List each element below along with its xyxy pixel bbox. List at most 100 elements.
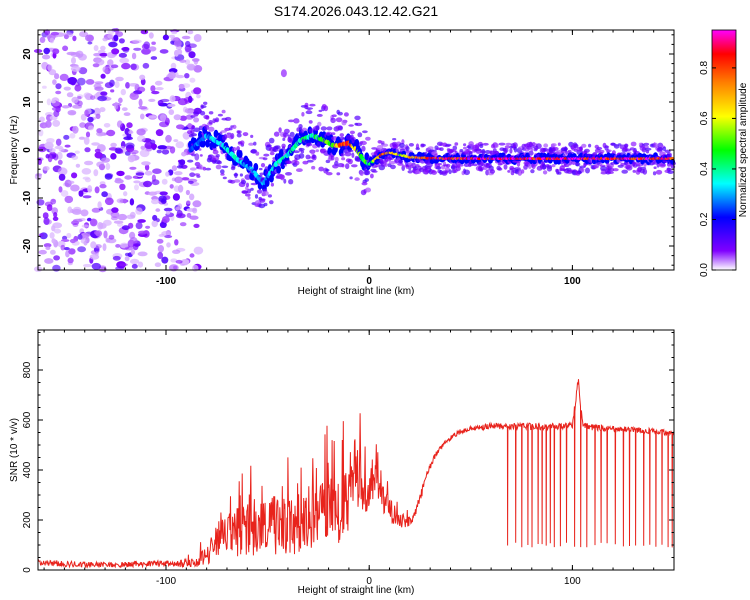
spectrogram-noise-cell: [133, 47, 142, 51]
spectrogram-noise-cell: [167, 103, 176, 107]
spectrogram-ridge-halo: [354, 157, 361, 162]
spectrogram-noise-cell: [135, 207, 143, 215]
spectrogram-noise-cell: [157, 245, 164, 253]
spectrogram-ridge-halo: [655, 169, 663, 175]
spectrogram-noise-cell: [116, 120, 123, 128]
spectrogram-noise-cell: [168, 34, 176, 39]
spectrogram-noise-cell: [179, 115, 187, 121]
spectrogram-ridge-halo: [503, 164, 508, 170]
spectrogram-ridge-halo: [199, 154, 203, 157]
spectrogram-noise-cell: [38, 129, 44, 137]
spectrogram-ridge-halo: [258, 167, 263, 171]
spectrogram-noise-cell: [157, 99, 164, 106]
spectrogram-ridge-halo: [248, 142, 255, 146]
spectrogram-noise-cell: [130, 63, 137, 70]
spectrogram-noise-cell: [137, 135, 146, 143]
spectrogram-ridge-halo: [610, 142, 616, 146]
spectrogram-noise-cell: [105, 162, 111, 171]
spectrogram-ridge-halo: [302, 160, 309, 165]
spectrogram-noise-cell: [76, 77, 86, 86]
spectrogram-noise-cell: [99, 107, 106, 113]
spectrogram-ridge-halo: [191, 125, 195, 130]
spectrogram-ridge-halo: [309, 103, 316, 107]
spectrogram-noise-cell: [148, 46, 157, 52]
spectrogram-noise-cell: [59, 73, 69, 81]
spectrogram-ridge-halo: [581, 143, 587, 148]
spectrogram-noise-cell: [63, 247, 70, 251]
spectrogram-noise-cell: [84, 177, 91, 183]
spectrogram-noise-cell: [126, 122, 133, 129]
spectrogram-ridge-halo: [268, 137, 275, 144]
spectrogram-noise-cell: [55, 90, 62, 95]
spectrogram-ridge-halo: [305, 154, 311, 160]
spectrogram-noise-cell: [85, 34, 94, 42]
snr-frame: [37, 329, 675, 571]
spectrogram-ridge-halo: [344, 151, 352, 157]
spectrogram-noise-cell: [148, 32, 154, 39]
spectrogram-ridge-halo: [348, 124, 354, 127]
spectrogram-noise-cell: [151, 198, 159, 205]
spectrogram-noise-cell: [57, 167, 68, 176]
spectrogram-noise-cell: [193, 223, 200, 228]
spectrogram-ridge-halo: [187, 159, 194, 163]
spectrogram-ridge-cell: [354, 139, 360, 147]
spectrogram-ridge-halo: [300, 150, 305, 154]
spectrogram-ridge-halo: [516, 161, 521, 167]
spectrogram-noise-cell: [58, 186, 63, 193]
snr-x-tick-label: -100: [156, 576, 176, 587]
spectrogram-noise-cell: [150, 56, 158, 60]
spectrogram-ridge-halo: [193, 127, 201, 133]
spectrogram-noise-cell: [140, 113, 145, 120]
spectrogram-ridge-halo: [334, 161, 339, 166]
spectrogram-ridge-halo: [415, 147, 420, 151]
spectrogram-ridge-halo: [263, 153, 270, 157]
spectrogram-noise-cell: [168, 71, 176, 80]
spectrogram-ridge-halo: [312, 154, 316, 159]
spectrogram-ridge-halo: [504, 145, 511, 149]
spectrogram-ridge-halo: [288, 179, 294, 185]
spectrogram-ridge-halo: [278, 127, 282, 133]
spectrogram-noise-cell: [63, 86, 71, 91]
spectrogram-noise-cell: [112, 255, 121, 261]
spectrogram-noise-cell: [80, 238, 88, 244]
spectrogram-noise-cell: [107, 59, 114, 66]
spectrogram-ridge-halo: [531, 163, 536, 170]
spectrogram-noise-cell: [142, 62, 150, 69]
spectrogram-noise-cell: [107, 29, 115, 35]
spectrogram-noise-cell: [83, 263, 92, 268]
spectrogram-ridge-halo: [657, 147, 664, 151]
spectrogram-ridge-halo: [463, 162, 470, 167]
spectrogram-ridge-halo: [361, 182, 368, 186]
spectrogram-noise-cell: [121, 107, 128, 111]
spectrogram-ridge-halo: [298, 147, 305, 152]
spectrogram-noise-cell: [186, 63, 196, 71]
spectrogram-ridge-halo: [258, 203, 266, 209]
spectrogram-ridge-halo: [497, 167, 503, 171]
spectrogram-ridge-halo: [557, 171, 562, 175]
spectrogram-noise-cell: [133, 180, 141, 184]
spectrogram-ridge-halo: [241, 190, 248, 194]
spectrogram-noise-cell: [151, 90, 160, 95]
spectrogram-noise-cell: [120, 88, 127, 96]
colorbar-ticks: 0.0 0.2 0.4 0.6 0.8: [699, 61, 736, 277]
spectrogram-ridge-halo: [215, 164, 222, 170]
spectrogram-noise-cell: [42, 85, 47, 89]
spectrogram-ridge-halo: [261, 190, 269, 196]
spectrogram-noise-cell: [191, 264, 199, 272]
spectrogram-ridge-halo: [666, 152, 672, 158]
spectrogram-noise-cell: [69, 238, 76, 244]
spectrogram-ridge-halo: [502, 147, 509, 153]
spectrogram-noise-cell: [122, 198, 127, 204]
spectrogram-noise-cell: [173, 265, 178, 270]
spectrogram-ridge-halo: [305, 142, 313, 147]
spectrogram-ridge-halo: [262, 157, 268, 161]
snr-x-axis-label: Height of straight line (km): [298, 585, 415, 596]
spectrogram-noise-cell: [94, 148, 101, 153]
spectrogram-noise-cell: [104, 173, 113, 180]
spectrogram-noise-cell: [141, 48, 151, 55]
spectrogram-ridge-halo: [632, 169, 637, 173]
spectrogram-ridge-halo: [542, 170, 548, 175]
spectrogram-noise-cell: [69, 133, 76, 139]
spectrogram-ridge-halo: [293, 150, 300, 154]
snr-x-tick-label: 0: [366, 576, 372, 587]
